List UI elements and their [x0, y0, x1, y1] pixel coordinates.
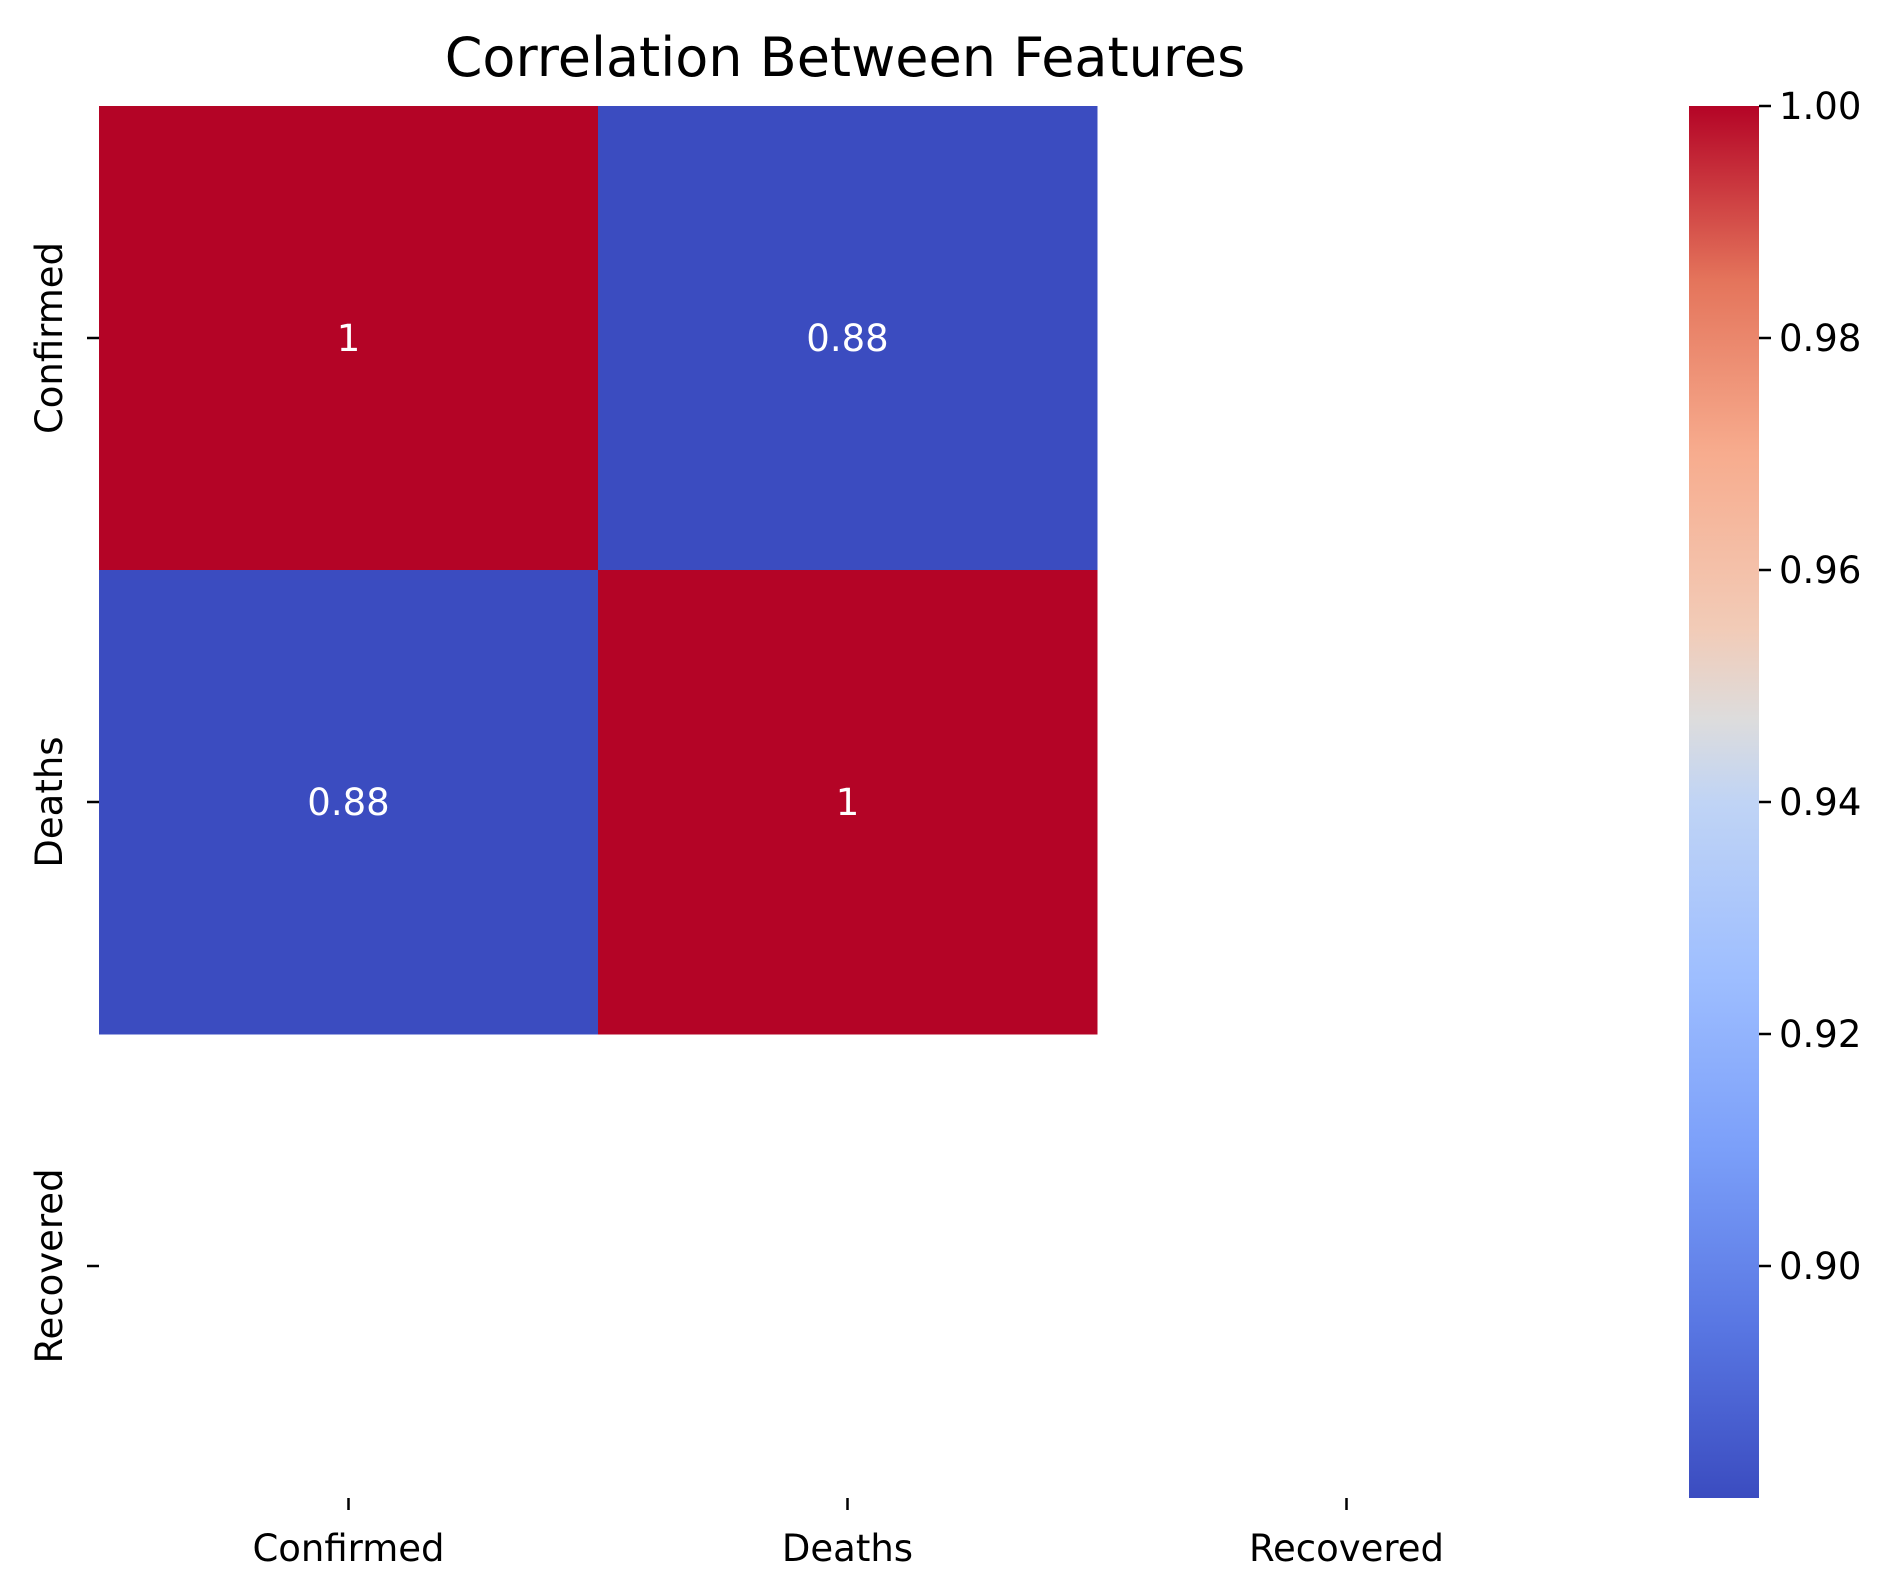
heatmap-cells [99, 106, 1098, 1035]
heatmap-cell [598, 106, 1098, 571]
colorbar-tick-label: 0.92 [1779, 1013, 1861, 1056]
colorbar-ticks: 0.90 0.92 0.94 0.96 0.98 1.00 [1759, 85, 1861, 1288]
heatmap-cell [598, 570, 1098, 1035]
colorbar-tick-label: 0.90 [1779, 1245, 1861, 1288]
y-tick-label: Confirmed [28, 242, 71, 434]
cell-annotation: 1 [836, 781, 860, 824]
x-tick-label: Confirmed [252, 1527, 444, 1570]
cell-annotation: 0.88 [806, 317, 888, 360]
colorbar-gradient [1689, 106, 1759, 1498]
heatmap-cell [99, 106, 599, 571]
x-tick-label: Recovered [1249, 1527, 1444, 1570]
chart-title: Correlation Between Features [445, 26, 1246, 89]
cell-annotation: 0.88 [307, 781, 389, 824]
colorbar-tick-label: 0.96 [1779, 549, 1861, 592]
colorbar-tick-label: 0.94 [1779, 781, 1861, 824]
x-tick-label: Deaths [782, 1527, 913, 1570]
heatmap-cell [99, 570, 599, 1035]
y-tick-label: Recovered [28, 1168, 71, 1363]
cell-annotations: 1 0.88 0.88 1 [307, 317, 888, 824]
cell-annotation: 1 [337, 317, 361, 360]
colorbar [1689, 106, 1759, 1498]
y-axis: Confirmed Deaths Recovered [28, 242, 99, 1364]
colorbar-tick-label: 1.00 [1779, 85, 1861, 128]
colorbar-tick-label: 0.98 [1779, 317, 1861, 360]
y-tick-label: Deaths [28, 736, 71, 867]
x-axis: Confirmed Deaths Recovered [252, 1498, 1444, 1570]
